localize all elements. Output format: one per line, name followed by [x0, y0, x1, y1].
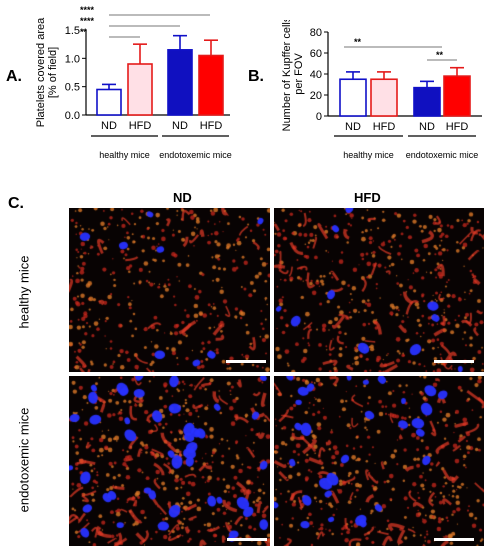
micrograph-texture	[69, 208, 270, 372]
y-axis-label-line: per FOV	[293, 53, 305, 95]
scale-bar	[434, 538, 474, 541]
row-header-healthy-text: healthy mice	[16, 255, 32, 329]
y-tick-label: 1.5	[65, 25, 80, 37]
scale-bar	[434, 360, 474, 363]
y-axis-label-line: Platelets covered area	[35, 17, 47, 127]
scale-bar	[226, 360, 266, 363]
x-category-label: HFD	[446, 121, 469, 133]
micrograph-healthy-nd	[69, 208, 270, 372]
significance-label: ****	[80, 5, 95, 15]
y-axis-label-line: [% of field]	[47, 47, 59, 98]
x-category-label: ND	[172, 120, 188, 132]
panel-label-c: C.	[8, 195, 24, 212]
micrograph-endotoxemic-hfd	[274, 376, 484, 546]
bar	[198, 54, 224, 116]
y-axis-label-line: Number of Kupffer cells	[282, 20, 293, 131]
y-tick-label: 60	[310, 48, 322, 60]
significance-label: **	[436, 50, 444, 60]
bar	[96, 88, 122, 116]
bar	[127, 63, 153, 116]
group-label: healthy mice	[343, 150, 394, 160]
x-category-label: ND	[419, 121, 435, 133]
y-axis-label: Number of Kupffer cellsper FOV	[282, 20, 305, 131]
bar	[370, 78, 398, 117]
y-tick-label: 0	[316, 111, 322, 123]
micrograph-healthy-hfd	[274, 208, 484, 372]
panel-label-b: B.	[248, 68, 264, 85]
panel-label-a: A.	[6, 68, 22, 85]
y-tick-label: 0.0	[65, 110, 80, 122]
x-category-label: ND	[345, 121, 361, 133]
column-header-nd: ND	[173, 190, 192, 205]
x-category-label: HFD	[200, 120, 223, 132]
micrograph-endotoxemic-nd	[69, 376, 270, 546]
x-category-label: HFD	[129, 120, 152, 132]
bar	[413, 86, 441, 117]
bar	[167, 49, 193, 116]
significance-label: ****	[80, 16, 95, 26]
y-tick-label: 40	[310, 69, 322, 81]
y-axis-label: Platelets covered area[% of field]	[35, 17, 59, 127]
scale-bar	[227, 538, 267, 541]
column-header-hfd: HFD	[354, 190, 381, 205]
bar	[339, 78, 367, 117]
micrograph-texture	[274, 208, 484, 372]
group-label: healthy mice	[99, 150, 150, 160]
significance-label: **	[354, 37, 362, 47]
y-tick-label: 20	[310, 90, 322, 102]
micrograph-texture	[274, 376, 484, 546]
row-header-endotoxemic-text: endotoxemic mice	[16, 407, 32, 513]
significance-label: **	[80, 27, 88, 37]
y-tick-label: 1.0	[65, 53, 80, 65]
y-tick-label: 0.5	[65, 82, 80, 94]
x-category-label: HFD	[373, 121, 396, 133]
x-category-label: ND	[101, 120, 117, 132]
chart-a: 0.0 0.5 1.0 1.5 Platelets covered area[% of …	[35, 5, 232, 160]
y-tick-label: 80	[310, 27, 322, 39]
micrograph-texture	[69, 376, 270, 546]
group-label: endotoxemic mice	[159, 150, 232, 160]
bar	[443, 75, 471, 117]
group-label: endotoxemic mice	[406, 150, 479, 160]
